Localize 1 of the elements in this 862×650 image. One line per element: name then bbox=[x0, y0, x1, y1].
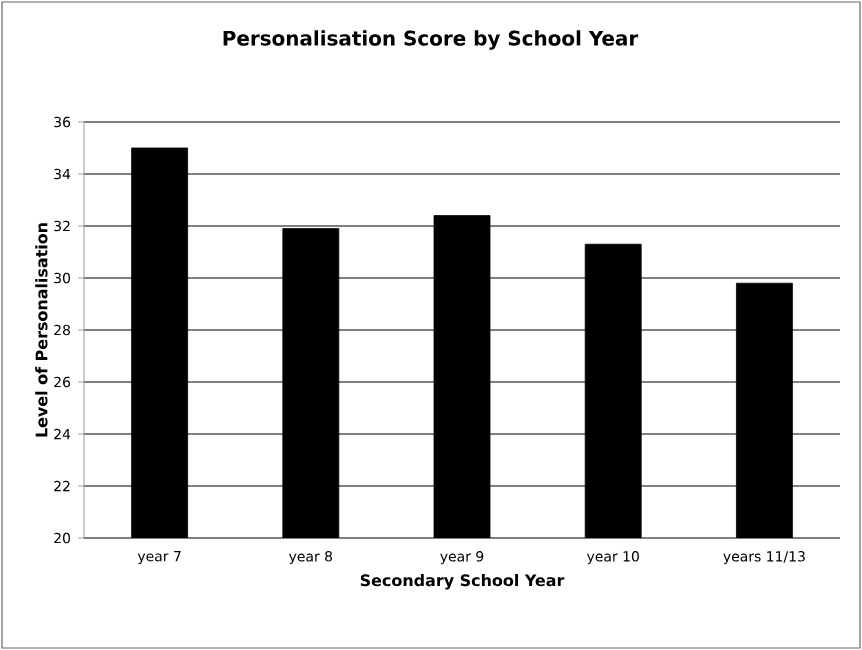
chart-title: Personalisation Score by School Year bbox=[223, 30, 639, 50]
